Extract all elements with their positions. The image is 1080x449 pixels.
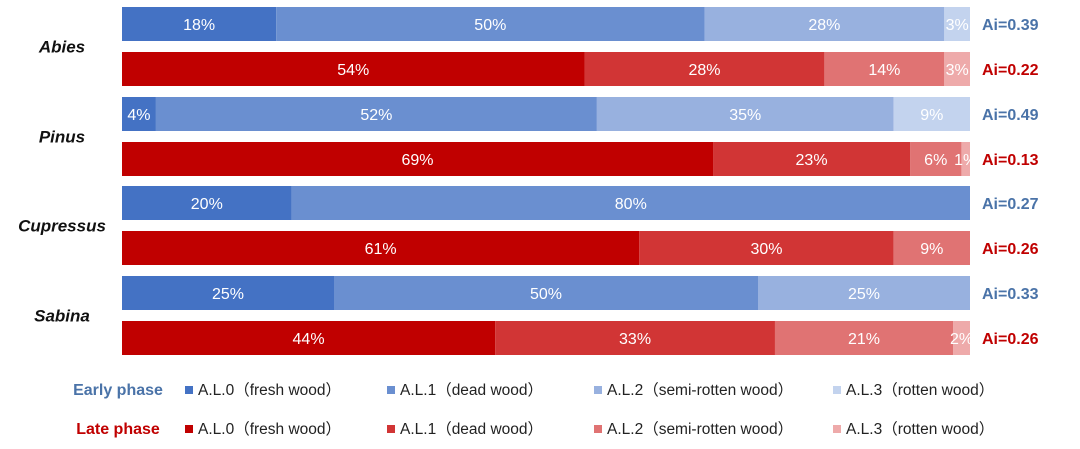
legend-title-late-phase: Late phase [76, 421, 160, 438]
data-label-pinus-late-phase-al3: 1% [954, 152, 977, 169]
ai-label-sabina-late-phase: Ai=0.26 [982, 331, 1039, 348]
legend-label-early-phase-al2: A.L.2（semi-rotten wood） [607, 382, 793, 399]
bar-segment-sabina-late-phase-al0 [122, 321, 496, 355]
bar-segment-pinus-early-phase-al3 [893, 97, 970, 131]
data-label-pinus-late-phase-al0: 69% [401, 152, 433, 169]
legend-label-late-phase-al1: A.L.1（dead wood） [400, 421, 543, 438]
bar-segment-abies-early-phase-al1 [276, 7, 705, 41]
legend-swatch-late-phase-al0 [185, 425, 193, 433]
bar-segment-sabina-late-phase-al3 [953, 321, 970, 355]
data-label-abies-early-phase-al0: 18% [183, 17, 215, 34]
bar-segment-pinus-late-phase-al1 [713, 142, 911, 176]
legend-swatch-early-phase-al1 [387, 386, 395, 394]
data-label-sabina-late-phase-al2: 21% [848, 331, 880, 348]
data-label-cupressus-early-phase-al1: 80% [615, 196, 647, 213]
data-label-abies-late-phase-al2: 14% [868, 62, 900, 79]
bar-segment-abies-late-phase-al1 [584, 52, 825, 86]
data-label-abies-early-phase-al2: 28% [808, 17, 840, 34]
data-label-cupressus-early-phase-al0: 20% [191, 196, 223, 213]
data-label-cupressus-late-phase-al1: 30% [750, 241, 782, 258]
bar-segment-pinus-late-phase-al3 [961, 142, 970, 176]
category-label-abies: Abies [38, 38, 85, 57]
ai-label-pinus-late-phase: Ai=0.13 [982, 152, 1039, 169]
legend-label-early-phase-al0: A.L.0（fresh wood） [198, 382, 341, 399]
bar-segment-abies-early-phase-al3 [944, 7, 970, 41]
category-label-cupressus: Cupressus [18, 217, 106, 236]
data-label-cupressus-late-phase-al2: 9% [920, 241, 943, 258]
legend-label-early-phase-al3: A.L.3（rotten wood） [846, 382, 994, 399]
data-label-abies-early-phase-al3: 3% [946, 17, 969, 34]
legend-title-early-phase: Early phase [73, 382, 163, 399]
bar-segment-sabina-early-phase-al1 [334, 276, 758, 310]
legend-label-late-phase-al0: A.L.0（fresh wood） [198, 421, 341, 438]
data-label-sabina-late-phase-al1: 33% [619, 331, 651, 348]
data-label-pinus-early-phase-al3: 9% [920, 107, 943, 124]
bar-segment-abies-early-phase-al0 [122, 7, 277, 41]
bar-segment-pinus-early-phase-al2 [596, 97, 894, 131]
bar-segment-cupressus-early-phase-al1 [291, 186, 971, 220]
data-label-pinus-early-phase-al2: 35% [729, 107, 761, 124]
legend-swatch-late-phase-al3 [833, 425, 841, 433]
data-label-pinus-early-phase-al0: 4% [127, 107, 150, 124]
bar-segment-cupressus-early-phase-al0 [122, 186, 292, 220]
data-label-cupressus-late-phase-al0: 61% [365, 241, 397, 258]
category-label-pinus: Pinus [39, 128, 85, 147]
category-label-sabina: Sabina [34, 307, 90, 326]
data-label-sabina-late-phase-al0: 44% [293, 331, 325, 348]
ai-label-sabina-early-phase: Ai=0.33 [982, 286, 1039, 303]
data-label-abies-late-phase-al3: 3% [946, 62, 969, 79]
bar-segment-pinus-late-phase-al0 [122, 142, 714, 176]
bar-segment-abies-late-phase-al0 [122, 52, 585, 86]
bar-segment-abies-late-phase-al2 [824, 52, 945, 86]
data-label-pinus-late-phase-al1: 23% [796, 152, 828, 169]
data-label-sabina-late-phase-al3: 2% [950, 331, 973, 348]
legend-swatch-late-phase-al1 [387, 425, 395, 433]
bar-segment-cupressus-late-phase-al2 [893, 231, 970, 265]
bar-segment-abies-late-phase-al3 [944, 52, 970, 86]
ai-label-pinus-early-phase: Ai=0.49 [982, 107, 1039, 124]
ai-label-abies-late-phase: Ai=0.22 [982, 62, 1039, 79]
data-label-pinus-late-phase-al2: 6% [924, 152, 947, 169]
category-labels: Abies Pinus Cupressus Sabina [18, 38, 106, 326]
bar-segment-pinus-late-phase-al2 [910, 142, 962, 176]
bars-group: 18% 50% 28% 3% 54% 28% 14% 3% 4% 52% 35% 9% 69% 23% 6%… [122, 7, 977, 355]
bar-segment-sabina-late-phase-al2 [774, 321, 954, 355]
ai-labels: Ai=0.39 Ai=0.22 Ai=0.49 Ai=0.13 Ai=0.27 Ai=0.… [982, 17, 1039, 348]
bar-segment-abies-early-phase-al2 [704, 7, 945, 41]
legend-swatch-early-phase-al3 [833, 386, 841, 394]
bar-segment-sabina-late-phase-al1 [495, 321, 775, 355]
data-label-abies-late-phase-al0: 54% [337, 62, 369, 79]
legend-swatch-late-phase-al2 [594, 425, 602, 433]
bar-segment-cupressus-late-phase-al1 [639, 231, 894, 265]
data-label-sabina-early-phase-al2: 25% [848, 286, 880, 303]
legend-swatch-early-phase-al2 [594, 386, 602, 394]
bar-segment-cupressus-late-phase-al0 [122, 231, 640, 265]
data-label-abies-late-phase-al1: 28% [688, 62, 720, 79]
data-label-sabina-early-phase-al0: 25% [212, 286, 244, 303]
ai-label-cupressus-early-phase: Ai=0.27 [982, 196, 1039, 213]
legend-label-early-phase-al1: A.L.1（dead wood） [400, 382, 543, 399]
data-label-pinus-early-phase-al1: 52% [360, 107, 392, 124]
data-label-sabina-early-phase-al1: 50% [530, 286, 562, 303]
ai-label-cupressus-late-phase: Ai=0.26 [982, 241, 1039, 258]
bar-segment-sabina-early-phase-al0 [122, 276, 334, 310]
legend-swatch-early-phase-al0 [185, 386, 193, 394]
bar-segment-sabina-early-phase-al2 [758, 276, 970, 310]
bar-segment-pinus-early-phase-al1 [155, 97, 597, 131]
data-label-abies-early-phase-al1: 50% [474, 17, 506, 34]
ai-label-abies-early-phase: Ai=0.39 [982, 17, 1039, 34]
bar-segment-pinus-early-phase-al0 [122, 97, 156, 131]
legend: Early phase A.L.0（fresh wood） A.L.1（dead w… [73, 382, 994, 438]
legend-label-late-phase-al2: A.L.2（semi-rotten wood） [607, 421, 793, 438]
legend-label-late-phase-al3: A.L.3（rotten wood） [846, 421, 994, 438]
